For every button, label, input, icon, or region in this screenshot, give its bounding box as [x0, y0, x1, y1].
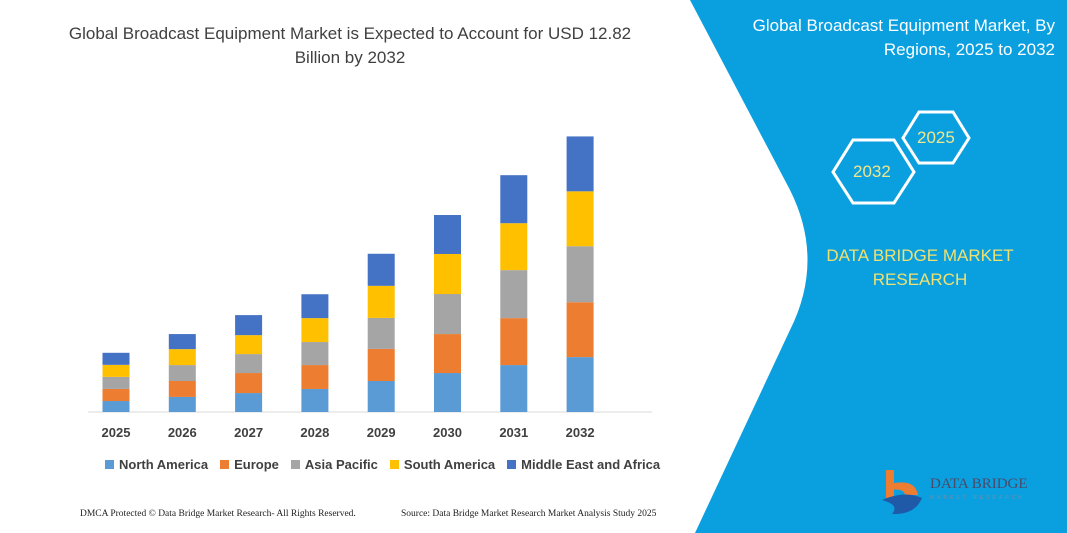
brand-text: DATA BRIDGE MARKET RESEARCH: [826, 246, 1014, 289]
chart-title: Global Broadcast Equipment Market is Exp…: [68, 24, 632, 67]
bar-segment-2026-south-america: [168, 349, 196, 366]
bar-segment-2032-asia-pacific: [566, 246, 594, 303]
footer-source: Source: Data Bridge Market Research Mark…: [401, 509, 657, 519]
legend-swatch: [507, 460, 517, 469]
bar-segment-2026-north-america: [168, 396, 196, 412]
bar-segment-2029-middle-east-and-africa: [367, 253, 395, 286]
bar-segment-2027-europe: [235, 373, 263, 394]
bar-segment-2031-asia-pacific: [500, 270, 528, 319]
bar-segment-2026-middle-east-and-africa: [168, 334, 196, 350]
side-title: Global Broadcast Equipment Market, By Re…: [752, 16, 1055, 59]
legend-item: Middle East and Africa: [507, 457, 660, 472]
hexagon-2032: [831, 138, 916, 205]
bar-segment-2029-south-america: [367, 285, 395, 318]
hex-label-2025: 2025: [917, 128, 955, 147]
x-tick-label: 2025: [101, 425, 131, 440]
bar-segment-2029-north-america: [367, 380, 395, 412]
x-tick-label: 2027: [234, 425, 264, 440]
bar-segment-2028-middle-east-and-africa: [301, 294, 329, 319]
bar-segment-2030-north-america: [434, 373, 461, 412]
bars-group: [102, 136, 594, 412]
bar-segment-2028-south-america: [301, 318, 329, 343]
legend-swatch: [389, 460, 399, 469]
logo-icon: [882, 470, 922, 515]
footer-copyright: DMCA Protected © Data Bridge Market Rese…: [80, 509, 356, 519]
legend-item: North America: [105, 457, 208, 472]
legend-swatch: [290, 460, 300, 469]
logo-text: DATA BRIDGE: [930, 476, 1028, 492]
x-tick-label: 2028: [300, 425, 330, 440]
bar-segment-2027-asia-pacific: [235, 354, 263, 374]
x-tick-label: 2029: [366, 425, 396, 440]
legend-label: South America: [403, 457, 496, 472]
bar-segment-2032-europe: [566, 302, 594, 358]
bar-segment-2028-north-america: [301, 388, 329, 412]
bar-segment-2027-north-america: [235, 393, 263, 412]
bar-segment-2031-north-america: [500, 365, 528, 412]
bar-segment-2031-south-america: [500, 223, 528, 271]
bar-segment-2025-north-america: [102, 401, 130, 412]
x-tick-label: 2030: [433, 425, 462, 440]
bar-segment-2027-south-america: [235, 335, 263, 355]
bar-segment-2031-middle-east-and-africa: [500, 175, 528, 224]
hexagon-2025: [901, 110, 971, 165]
legend-swatch: [220, 460, 230, 469]
bar-segment-2025-asia-pacific: [102, 376, 130, 389]
bar-segment-2030-middle-east-and-africa: [434, 215, 461, 254]
blue-side-panel: [690, 0, 1067, 533]
x-tick-label: 2032: [565, 425, 595, 440]
bar-segment-2030-asia-pacific: [434, 294, 461, 335]
legend-label: North America: [119, 457, 209, 472]
x-tick-label: 2031: [499, 425, 529, 440]
legend-label: Europe: [234, 457, 279, 472]
x-tick-label: 2026: [167, 425, 197, 440]
legend-label: Middle East and Africa: [521, 457, 661, 472]
hex-label-2032: 2032: [853, 162, 891, 181]
bar-segment-2025-south-america: [102, 364, 130, 377]
bar-segment-2028-asia-pacific: [301, 342, 329, 366]
bar-segment-2029-asia-pacific: [367, 317, 395, 349]
legend-item: Europe: [220, 457, 279, 472]
legend-item: South America: [389, 457, 496, 472]
bar-segment-2026-asia-pacific: [168, 365, 196, 381]
bar-segment-2029-europe: [367, 348, 395, 381]
bar-segment-2025-middle-east-and-africa: [102, 352, 130, 365]
bar-segment-2028-europe: [301, 365, 329, 389]
bar-segment-2032-south-america: [566, 191, 594, 247]
logo-subtext: MARKET RESEARCH: [930, 495, 1025, 501]
legend-item: Asia Pacific: [290, 457, 378, 472]
bar-segment-2025-europe: [102, 388, 130, 402]
bar-segment-2032-north-america: [566, 357, 594, 412]
legend-swatch: [105, 460, 114, 469]
bar-segment-2031-europe: [500, 318, 528, 366]
bar-segment-2030-south-america: [434, 253, 461, 295]
bar-segment-2032-middle-east-and-africa: [566, 136, 594, 192]
bar-segment-2026-europe: [168, 380, 196, 397]
bar-segment-2027-middle-east-and-africa: [235, 315, 263, 336]
legend-label: Asia Pacific: [304, 457, 378, 472]
bar-segment-2030-europe: [434, 334, 461, 374]
legend: North America Europe Asia Pacific South Ame…: [105, 457, 660, 472]
